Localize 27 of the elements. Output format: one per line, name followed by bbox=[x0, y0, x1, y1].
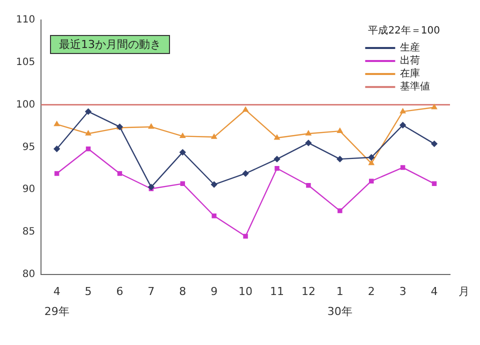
y-tick-label: 95 bbox=[22, 142, 36, 153]
x-axis-title: 月 bbox=[458, 284, 470, 298]
y-tick-label: 90 bbox=[22, 184, 36, 196]
y-tick-label: 105 bbox=[16, 56, 36, 68]
legend-title: 平成22年＝100 bbox=[368, 24, 440, 37]
x-tick-label: 11 bbox=[270, 285, 284, 298]
x-tick-label: 2 bbox=[368, 285, 375, 298]
x-tick-label: 8 bbox=[179, 285, 186, 298]
y-tick-label: 85 bbox=[22, 226, 36, 238]
legend-label: 出荷 bbox=[400, 54, 420, 67]
x-tick-label: 12 bbox=[301, 285, 316, 298]
y-tick-label: 110 bbox=[16, 14, 36, 26]
y-tick-label: 100 bbox=[16, 99, 36, 110]
legend-label: 在庫 bbox=[400, 68, 420, 80]
legend-label: 生産 bbox=[400, 42, 420, 54]
x-tick-label: 5 bbox=[84, 285, 92, 298]
x-tick-label: 9 bbox=[210, 285, 218, 298]
x-tick-label: 7 bbox=[148, 285, 155, 298]
x-tick-label: 4 bbox=[430, 285, 438, 298]
text: 最近13か月間の動き bbox=[50, 35, 170, 54]
y-tick-label: 80 bbox=[22, 268, 36, 280]
x-tick-label: 3 bbox=[399, 285, 406, 298]
x-tick-label: 6 bbox=[116, 285, 124, 298]
x-tick-label: 1 30年 bbox=[327, 285, 352, 318]
legend-label: 基準値 bbox=[400, 80, 430, 93]
x-tick-label: 4 29年 bbox=[44, 285, 70, 318]
x-tick-label: 10 bbox=[238, 285, 253, 298]
